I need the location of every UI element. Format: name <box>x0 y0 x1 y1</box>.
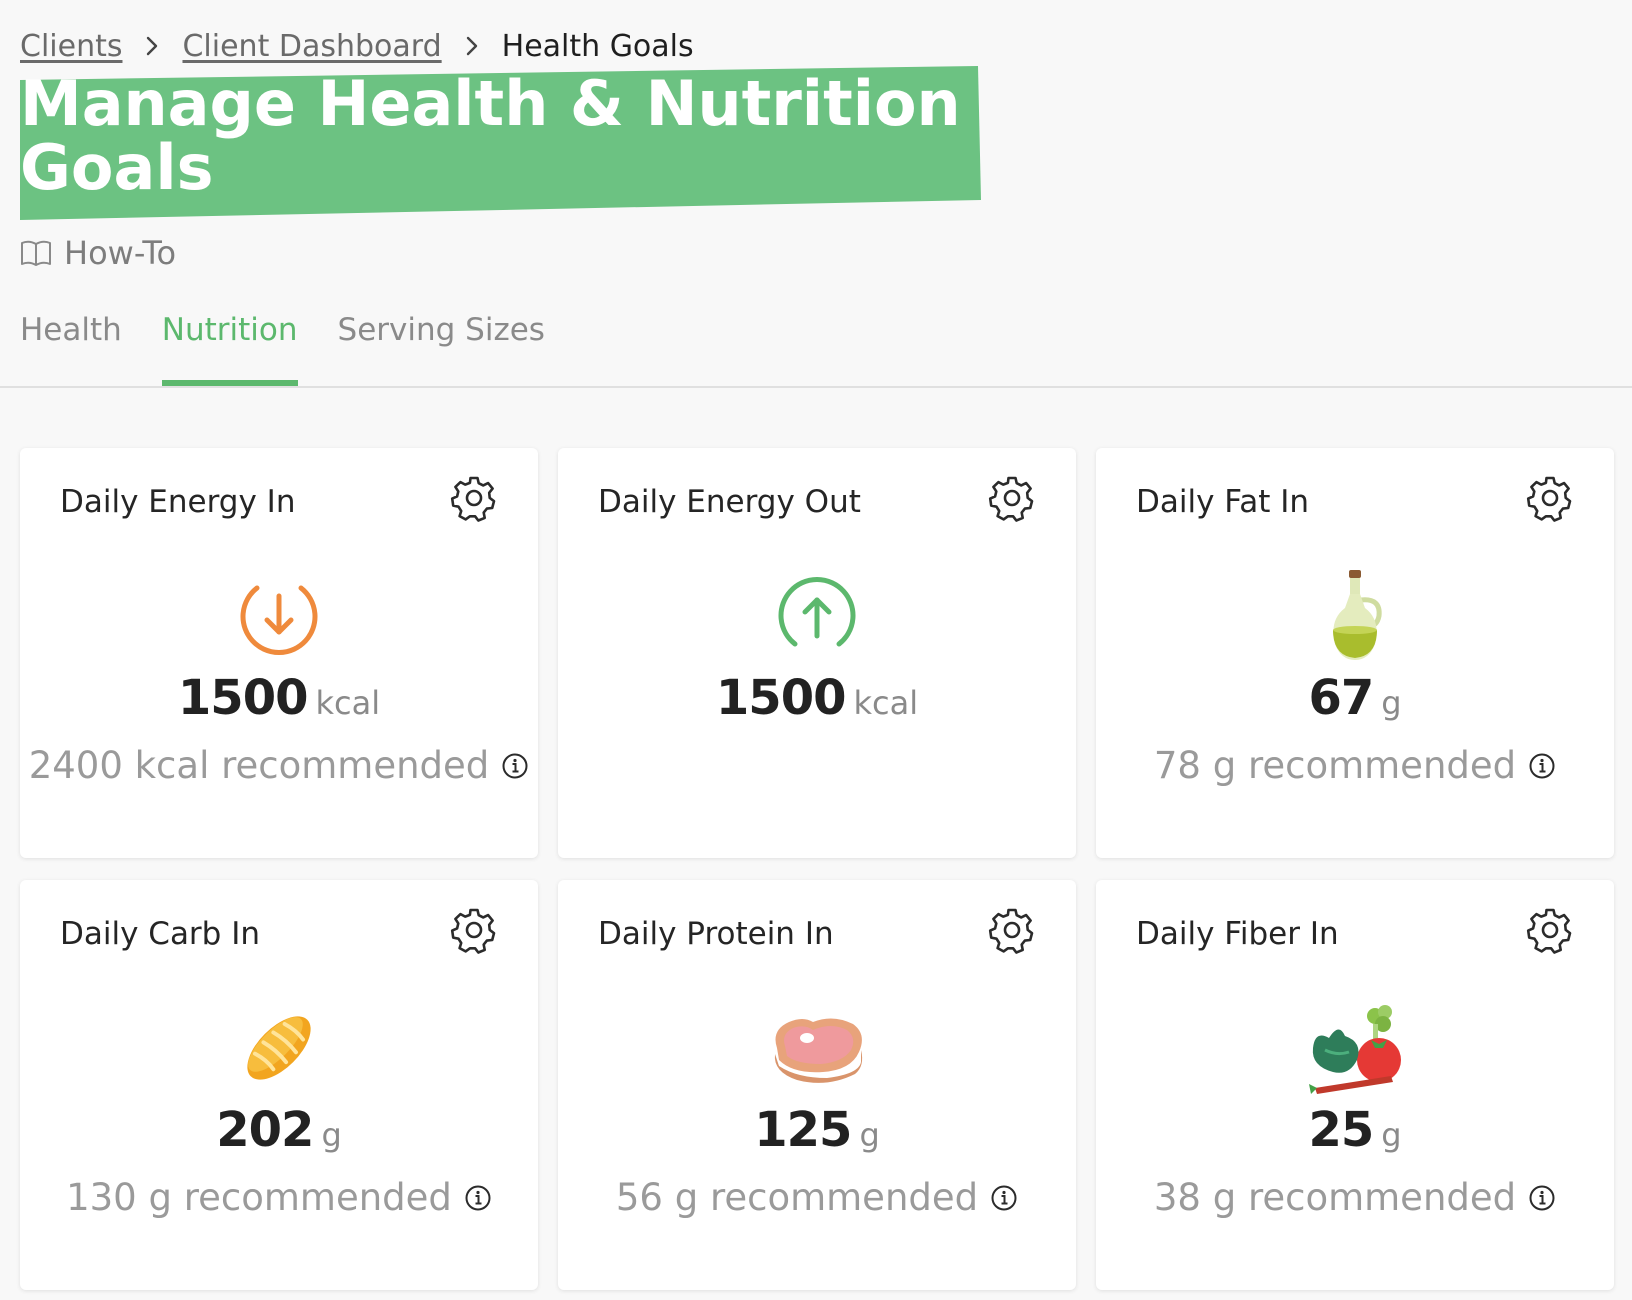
goal-value: 67 <box>1308 670 1374 726</box>
value-row: 25 g <box>1096 1102 1614 1158</box>
recommendation-row: 56 g recommended <box>558 1176 1076 1219</box>
goal-value: 202 <box>216 1102 314 1158</box>
goal-unit: g <box>859 1116 880 1154</box>
howto-label: How-To <box>64 234 177 272</box>
gear-icon[interactable] <box>1526 474 1574 526</box>
chevron-right-icon <box>442 35 502 57</box>
title-highlight <box>20 66 981 220</box>
goal-card-energy-in: Daily Energy In 1500 kcal 2400 kcal recom… <box>20 448 538 858</box>
steak-icon <box>774 1018 863 1083</box>
recommended-text: 56 g recommended <box>615 1176 979 1219</box>
card-title: Daily Energy Out <box>598 484 861 520</box>
book-icon <box>21 240 51 266</box>
arrow-down-circle-icon <box>240 585 318 655</box>
info-icon[interactable] <box>464 1184 492 1212</box>
goal-card-carb-in: Daily Carb In 202 g 130 g recommended <box>20 880 538 1290</box>
vegetables-icon <box>1309 1005 1401 1094</box>
gear-icon[interactable] <box>450 474 498 526</box>
recommendation-row: 38 g recommended <box>1096 1176 1614 1219</box>
card-title: Daily Carb In <box>60 916 261 952</box>
goal-value: 125 <box>754 1102 852 1158</box>
goal-card-energy-out: Daily Energy Out 1500 kcal <box>558 448 1076 858</box>
goal-unit: g <box>1381 684 1402 722</box>
tab-divider <box>0 386 1632 388</box>
chevron-right-icon <box>122 35 182 57</box>
goal-card-fat-in: Daily Fat In 67 g 78 g recommended <box>1096 448 1614 858</box>
info-icon[interactable] <box>1528 1184 1556 1212</box>
howto-link[interactable]: How-To <box>20 234 176 272</box>
goal-card-fiber-in: Daily Fiber In 25 g 38 g recommended <box>1096 880 1614 1290</box>
recommendation-row: 2400 kcal recommended <box>20 744 538 787</box>
goal-card-protein-in: Daily Protein In 125 g 56 g recommended <box>558 880 1076 1290</box>
recommended-text: 38 g recommended <box>1153 1176 1517 1219</box>
recommended-text: 2400 kcal recommended <box>28 744 490 787</box>
recommendation-row: 78 g recommended <box>1096 744 1614 787</box>
info-icon[interactable] <box>501 752 529 780</box>
page-title: Manage Health & Nutrition Goals <box>20 67 961 204</box>
value-row: 1500 kcal <box>558 670 1076 726</box>
icon-container <box>558 998 1076 1098</box>
tab-health[interactable]: Health <box>20 312 122 348</box>
goal-unit: kcal <box>315 684 381 722</box>
arrow-up-circle-icon <box>778 577 856 647</box>
goal-unit: g <box>321 1116 342 1154</box>
card-title: Daily Protein In <box>598 916 834 952</box>
goal-value: 1500 <box>177 670 309 726</box>
breadcrumb-current: Health Goals <box>501 28 694 64</box>
recommended-text: 78 g recommended <box>1153 744 1517 787</box>
icon-container <box>1096 566 1614 666</box>
icon-container <box>20 998 538 1098</box>
breadcrumb: Clients Client Dashboard Health Goals <box>20 24 694 68</box>
tab-serving-sizes[interactable]: Serving Sizes <box>337 312 545 348</box>
info-icon[interactable] <box>990 1184 1018 1212</box>
tab-nutrition[interactable]: Nutrition <box>161 300 298 386</box>
value-row: 125 g <box>558 1102 1076 1158</box>
goal-unit: kcal <box>853 684 919 722</box>
value-row: 67 g <box>1096 670 1614 726</box>
value-row: 1500 kcal <box>20 670 538 726</box>
icon-container <box>558 566 1076 666</box>
gear-icon[interactable] <box>1526 906 1574 958</box>
page-title-block: Manage Health & Nutrition Goals <box>20 66 1020 230</box>
gear-icon[interactable] <box>450 906 498 958</box>
gear-icon[interactable] <box>988 906 1036 958</box>
card-title: Daily Fat In <box>1136 484 1310 520</box>
recommendation-row: 130 g recommended <box>20 1176 538 1219</box>
icon-container <box>1096 998 1614 1098</box>
value-row: 202 g <box>20 1102 538 1158</box>
info-icon[interactable] <box>1528 752 1556 780</box>
goal-unit: g <box>1381 1116 1402 1154</box>
card-title: Daily Fiber In <box>1136 916 1339 952</box>
card-title: Daily Energy In <box>60 484 296 520</box>
breadcrumb-link-clients[interactable]: Clients <box>20 28 123 64</box>
breadcrumb-link-client-dashboard[interactable]: Client Dashboard <box>182 28 442 64</box>
olive-oil-bottle-icon <box>1333 570 1382 660</box>
icon-container <box>20 566 538 666</box>
bread-icon <box>247 1016 311 1080</box>
tab-bar: Health Nutrition Serving Sizes <box>20 300 585 386</box>
goal-value: 1500 <box>715 670 847 726</box>
gear-icon[interactable] <box>988 474 1036 526</box>
recommended-text: 130 g recommended <box>66 1176 452 1219</box>
goal-value: 25 <box>1308 1102 1374 1158</box>
